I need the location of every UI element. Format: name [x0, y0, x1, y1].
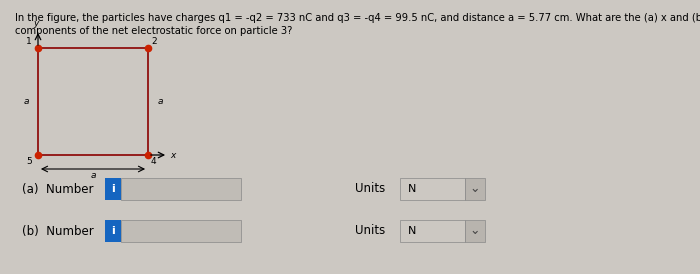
- Text: components of the net electrostatic force on particle 3?: components of the net electrostatic forc…: [15, 26, 293, 36]
- Text: 2: 2: [151, 37, 157, 46]
- Text: In the figure, the particles have charges q1 = -q2 = 733 nC and q3 = -q4 = 99.5 : In the figure, the particles have charge…: [15, 13, 700, 23]
- FancyBboxPatch shape: [465, 220, 485, 242]
- Text: y: y: [34, 19, 38, 28]
- Text: i: i: [111, 226, 115, 236]
- Text: a: a: [90, 171, 96, 180]
- Text: 5: 5: [27, 157, 32, 166]
- FancyBboxPatch shape: [400, 178, 465, 200]
- FancyBboxPatch shape: [400, 220, 465, 242]
- Text: a: a: [23, 97, 29, 106]
- Text: 1: 1: [27, 37, 32, 46]
- Text: x: x: [170, 152, 176, 161]
- Text: (b)  Number: (b) Number: [22, 224, 94, 238]
- Text: Units: Units: [355, 224, 385, 238]
- Text: ⌄: ⌄: [470, 224, 480, 238]
- Text: a: a: [158, 97, 162, 106]
- Text: Units: Units: [355, 182, 385, 196]
- Text: 4: 4: [151, 157, 157, 166]
- Text: N: N: [408, 226, 416, 236]
- FancyBboxPatch shape: [465, 178, 485, 200]
- Text: i: i: [111, 184, 115, 194]
- FancyBboxPatch shape: [121, 220, 241, 242]
- FancyBboxPatch shape: [121, 178, 241, 200]
- Text: N: N: [408, 184, 416, 194]
- FancyBboxPatch shape: [105, 178, 121, 200]
- FancyBboxPatch shape: [105, 220, 121, 242]
- Text: (a)  Number: (a) Number: [22, 182, 94, 196]
- Text: ⌄: ⌄: [470, 182, 480, 196]
